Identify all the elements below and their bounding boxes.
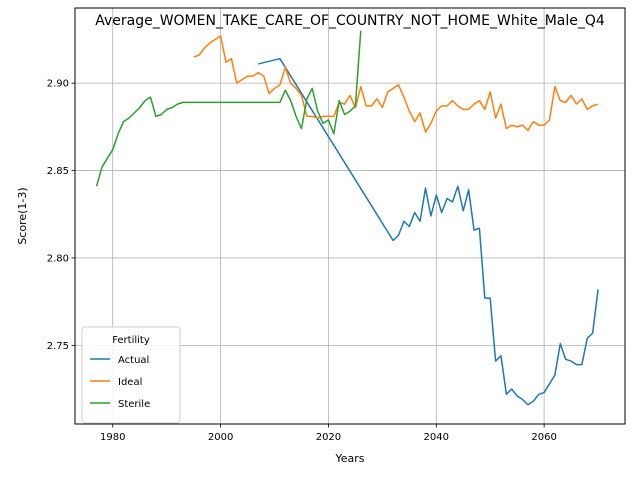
legend-box — [81, 326, 181, 424]
y-tick-label: 2.90 — [47, 79, 69, 90]
grid — [75, 8, 625, 424]
legend-label-sterile: Sterile — [118, 399, 150, 410]
series-line-ideal — [193, 35, 599, 133]
plot-frame — [74, 7, 626, 425]
y-tick-label: 2.85 — [47, 166, 69, 177]
x-tick-label: 2000 — [208, 432, 233, 443]
legend: Fertility Actual Ideal Sterile — [81, 326, 181, 424]
series-line-actual — [258, 57, 599, 406]
legend-title: Fertility — [112, 335, 150, 346]
chart-title: Average_WOMEN_TAKE_CARE_OF_COUNTRY_NOT_H… — [95, 13, 605, 29]
legend-label-actual: Actual — [118, 355, 149, 366]
series-lines — [95, 30, 599, 406]
y-axis-label: Score(1-3) — [16, 187, 29, 244]
x-tick-label: 1980 — [100, 432, 125, 443]
y-tick-label: 2.75 — [47, 341, 69, 352]
axes: 1980 2000 2020 2040 2060 2.75 2.80 2.85 2.90 — [47, 79, 557, 443]
legend-label-ideal: Ideal — [118, 377, 142, 388]
x-axis-label: Years — [334, 452, 364, 465]
x-tick-label: 2040 — [424, 432, 449, 443]
series-line-sterile — [95, 30, 362, 187]
x-tick-label: 2020 — [316, 432, 341, 443]
y-tick-label: 2.80 — [47, 253, 69, 264]
x-tick-label: 2060 — [531, 432, 556, 443]
